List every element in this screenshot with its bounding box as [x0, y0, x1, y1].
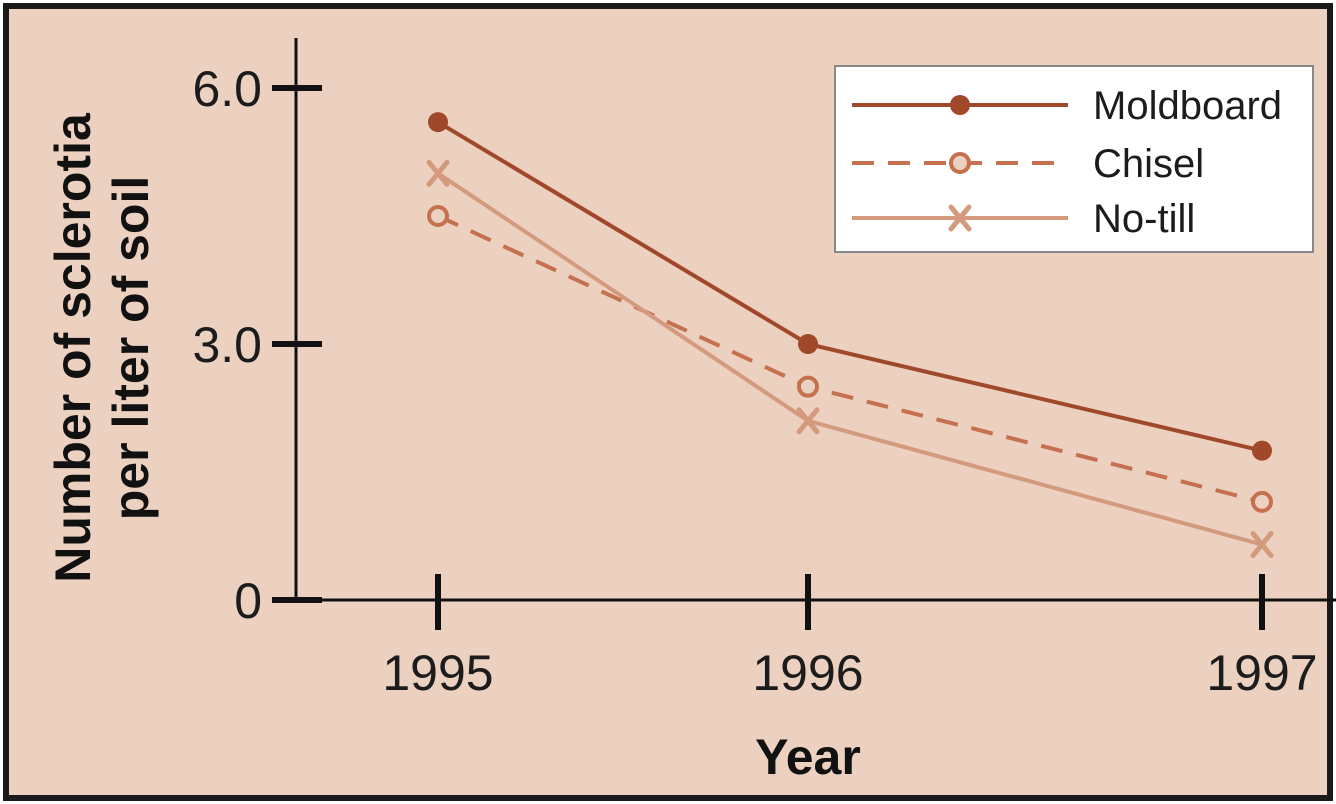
data-point [426, 159, 450, 187]
x-tick-label: 1995 [382, 645, 493, 701]
x-tick-label: 1997 [1206, 645, 1317, 701]
legend-item: No-till [852, 197, 1195, 241]
legend: Moldboard Chisel No-till [834, 65, 1314, 253]
series-no-till [426, 159, 1274, 559]
legend-label: Chisel [1093, 142, 1204, 186]
legend-marker [950, 95, 970, 115]
series-moldboard [428, 112, 1272, 461]
y-axis-title-line: Number of sclerotia [45, 112, 101, 583]
legend-label: Moldboard [1093, 84, 1282, 128]
data-point [796, 407, 820, 435]
series-layer [426, 112, 1274, 559]
data-point [1250, 531, 1274, 559]
x-tick-label: 1996 [752, 645, 863, 701]
y-axis-title: Number of sclerotiaper liter of soil [45, 112, 159, 583]
y-tick-label: 0 [234, 573, 262, 629]
data-point [428, 112, 448, 133]
y-tick-label: 6.0 [192, 61, 262, 117]
y-tick-label: 3.0 [192, 317, 262, 373]
legend-label: No-till [1093, 197, 1195, 241]
data-point [798, 334, 818, 354]
legend-item: Chisel [852, 142, 1204, 186]
data-point [427, 205, 449, 227]
legend-marker [948, 204, 972, 232]
legend-marker [949, 152, 971, 174]
legend-item: Moldboard [852, 84, 1282, 128]
series-chisel [427, 205, 1273, 513]
data-point [1252, 440, 1272, 461]
y-axis-title-line: per liter of soil [103, 176, 159, 521]
data-point [1251, 490, 1273, 513]
axes-group: 0 3.0 6.0 1995 1996 1997 Year Number of sclerot… [45, 38, 1336, 785]
legend-box [834, 65, 1314, 253]
x-axis-title: Year [755, 729, 861, 785]
data-point [797, 375, 819, 398]
